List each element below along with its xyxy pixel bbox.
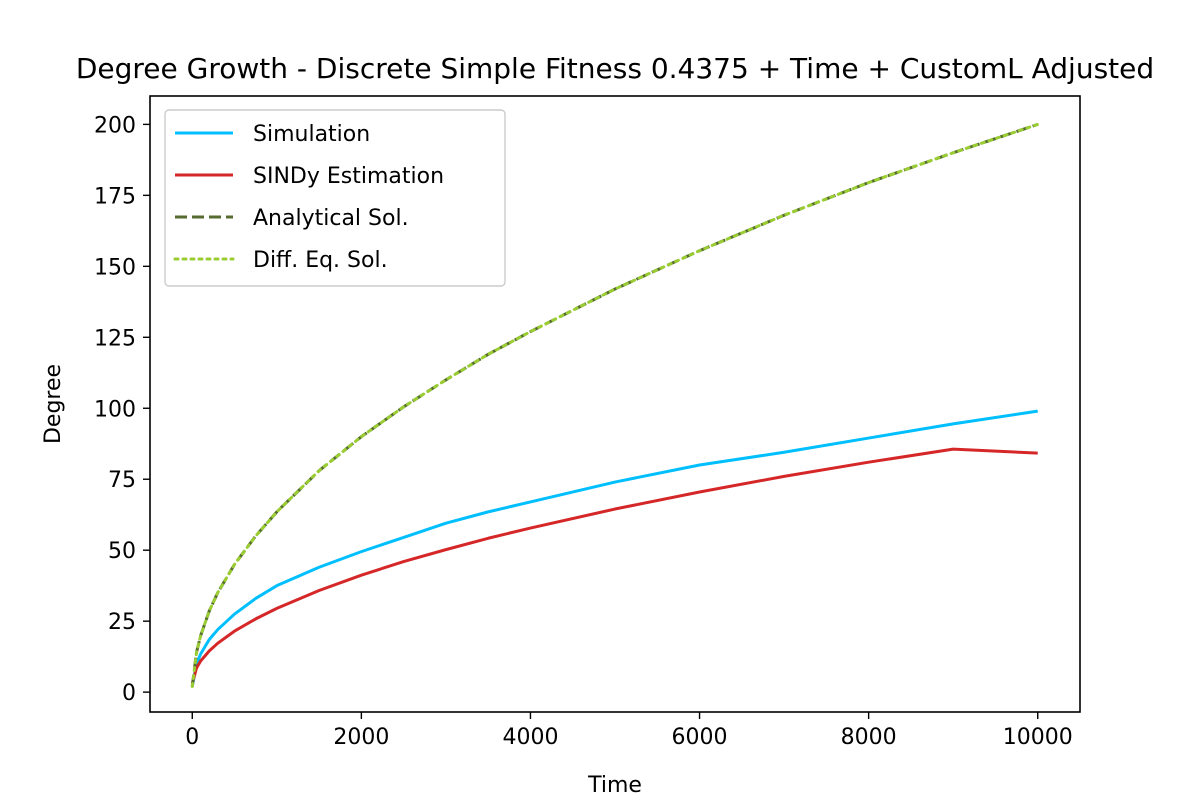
y-tick-label: 25 (108, 610, 136, 635)
legend-label: SINDy Estimation (253, 164, 444, 189)
plot-frame (149, 95, 1081, 713)
y-tick-label: 200 (94, 113, 136, 138)
chart-title: Degree Growth - Discrete Simple Fitness … (76, 52, 1154, 85)
y-tick-label: 150 (94, 255, 136, 280)
series-line-simulation (190, 409, 1038, 687)
legend-label: Simulation (253, 122, 370, 147)
x-axis: 0 2000 4000 6000 8000 10000 (185, 712, 1073, 750)
y-tick-label: 100 (94, 397, 136, 422)
y-axis: 0 25 50 75 100 125 150 175 200 (94, 113, 150, 706)
y-tick-label: 125 (94, 326, 136, 351)
x-tick-label: 0 (185, 725, 199, 750)
series-line-sindy-estimation (190, 447, 1038, 685)
x-tick-label: 6000 (672, 725, 728, 750)
legend-label: Analytical Sol. (253, 206, 409, 231)
legend-label: Diff. Eq. Sol. (253, 248, 388, 273)
y-tick-label: 50 (108, 539, 136, 564)
legend: Simulation SINDy Estimation Analytical Sol… (164, 109, 506, 287)
x-tick-label: 8000 (841, 725, 897, 750)
x-axis-label: Time (587, 773, 642, 798)
series-line-diff-eq-sol (190, 122, 1040, 688)
x-tick-label: 2000 (333, 725, 389, 750)
y-axis-label: Degree (41, 364, 66, 444)
y-tick-label: 0 (122, 681, 136, 706)
y-tick-label: 75 (108, 468, 136, 493)
x-tick-label: 4000 (502, 725, 558, 750)
legend-box (164, 109, 506, 287)
y-tick-label: 175 (94, 184, 136, 209)
x-tick-label: 10000 (1003, 725, 1073, 750)
series-layer (190, 122, 1040, 688)
